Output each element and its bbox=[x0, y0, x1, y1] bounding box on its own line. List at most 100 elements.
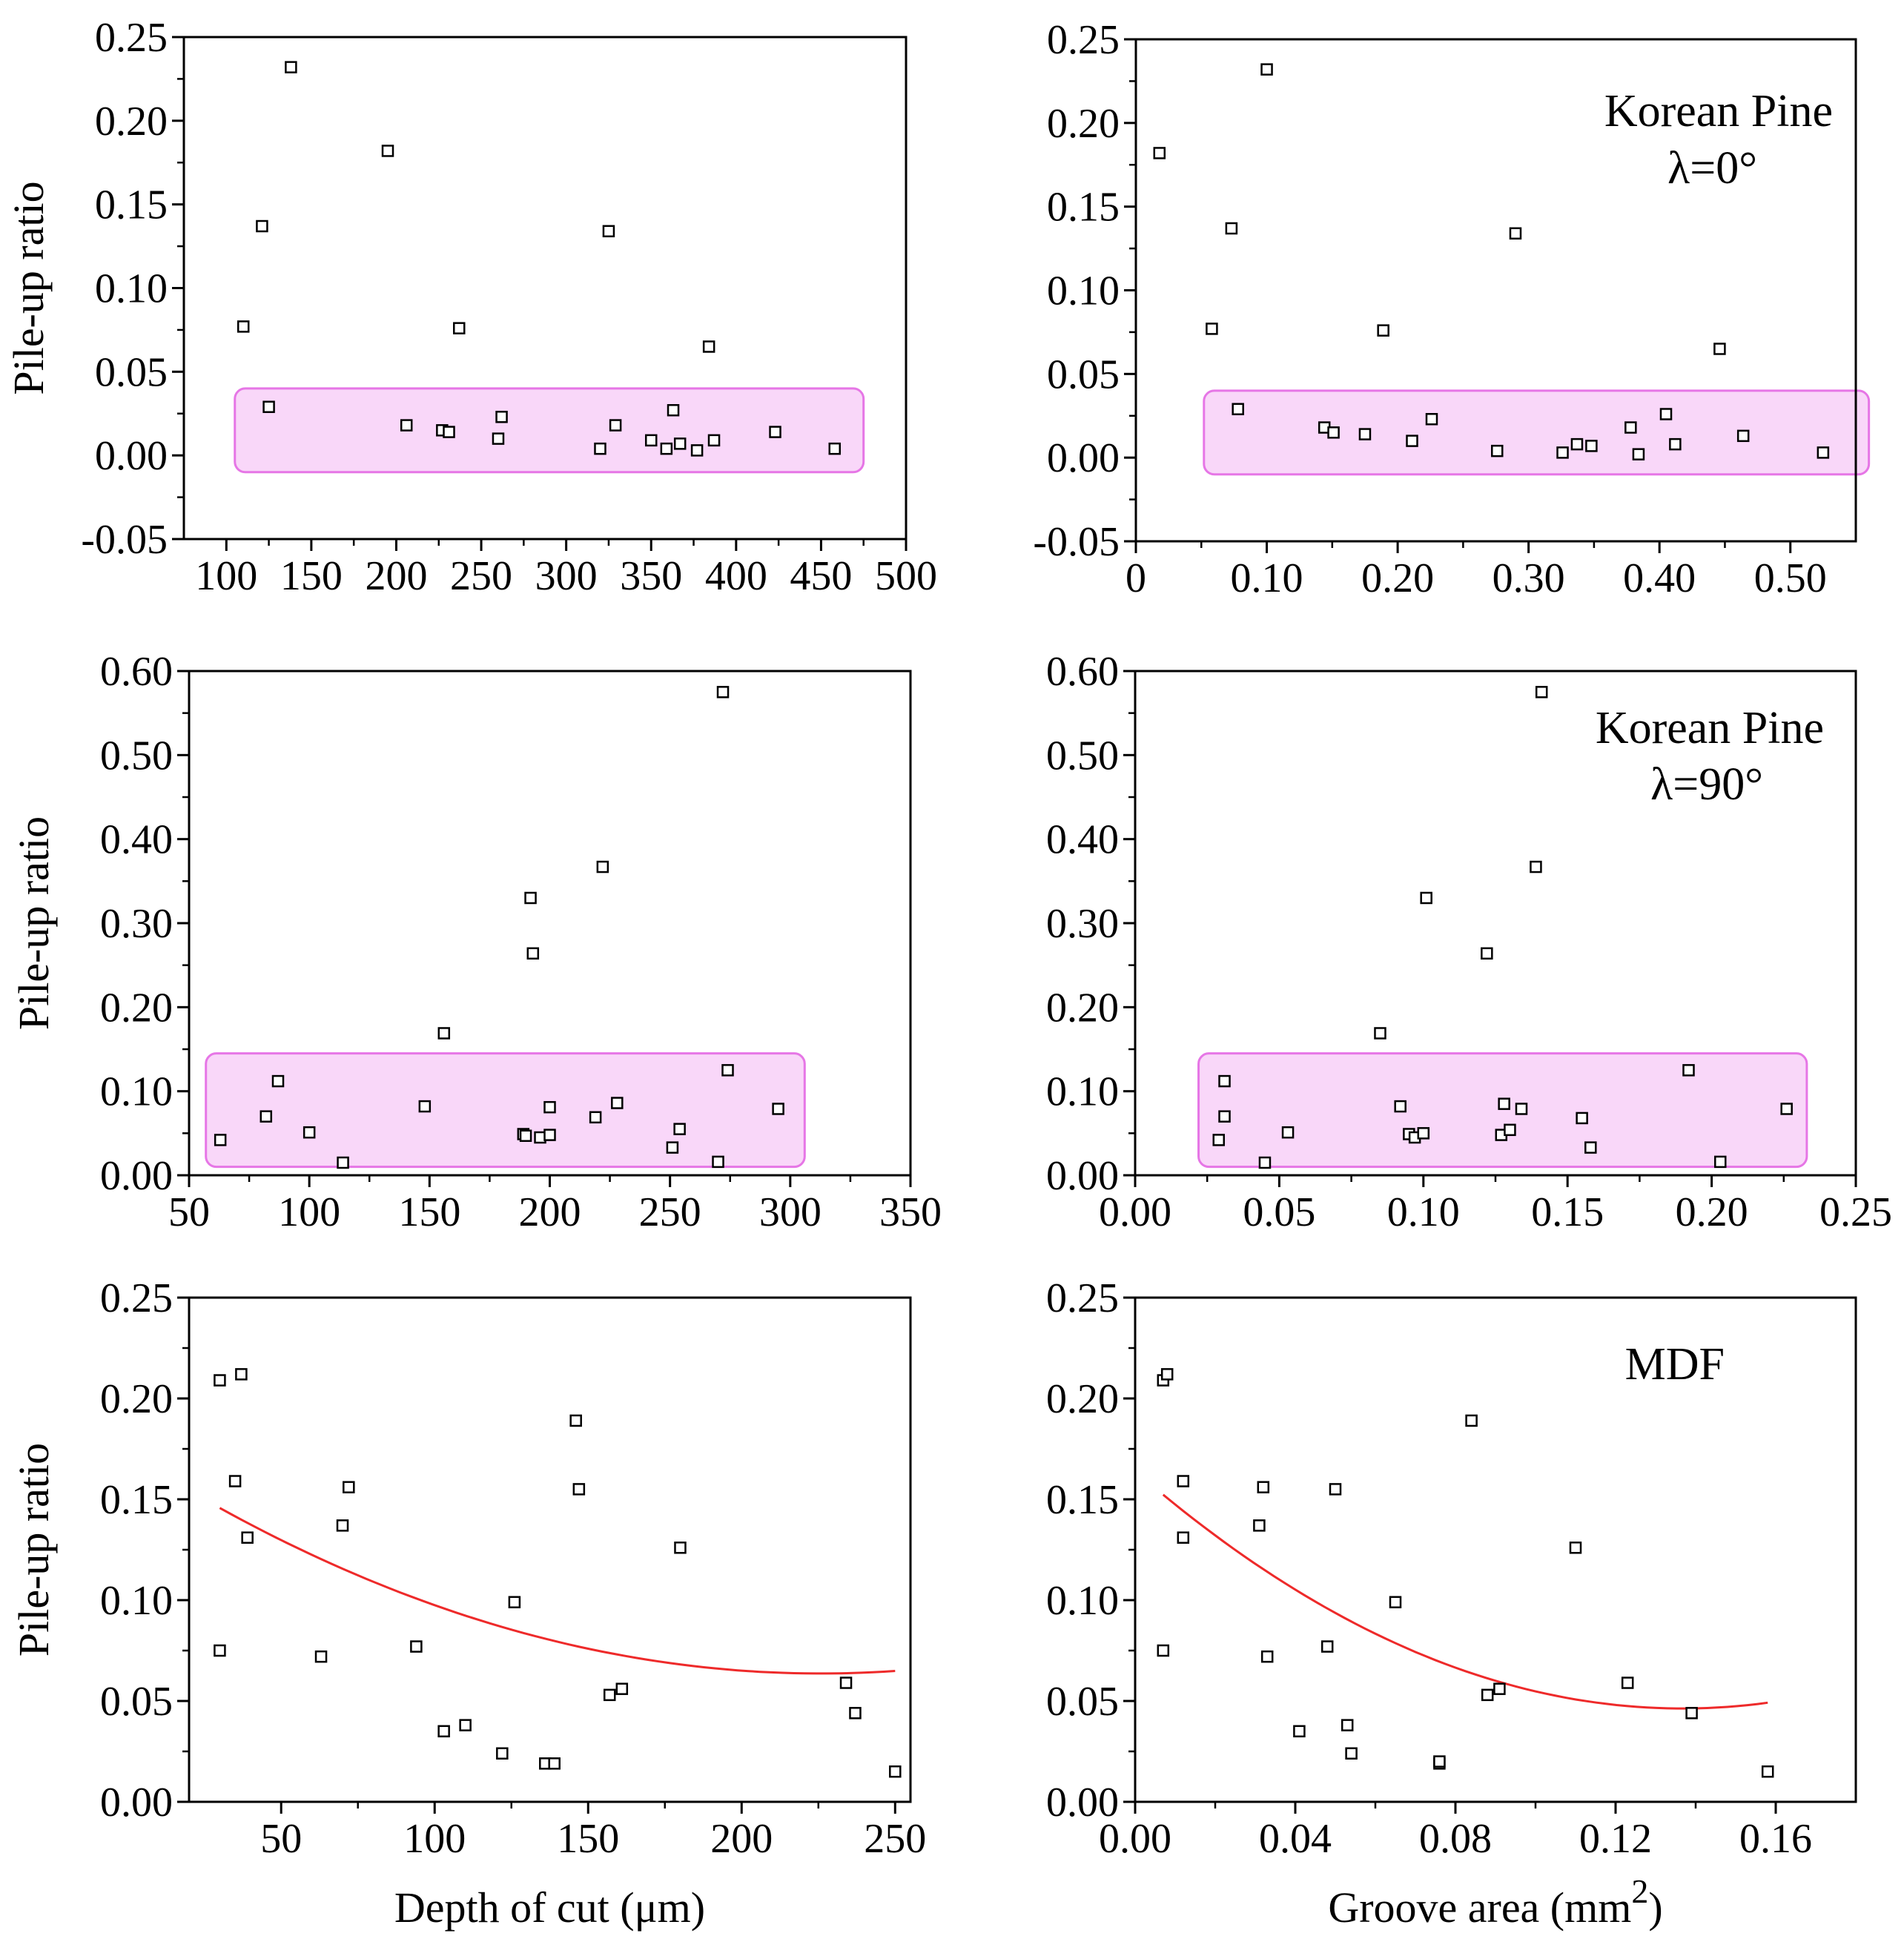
y-tick-label: 0.10 bbox=[1046, 1578, 1119, 1624]
data-point bbox=[1253, 1519, 1266, 1532]
x-tick-label: 150 bbox=[398, 1189, 460, 1235]
panel-annotation: MDF bbox=[1625, 1339, 1725, 1390]
y-tick-label: 0.00 bbox=[1046, 1153, 1119, 1199]
y-tick-label: 0.20 bbox=[100, 985, 173, 1031]
data-point bbox=[214, 1134, 227, 1146]
x-tick-label: 350 bbox=[620, 553, 682, 599]
data-point bbox=[1406, 435, 1418, 447]
data-point bbox=[1232, 403, 1244, 415]
data-point bbox=[459, 1719, 472, 1731]
y-tick-label: 0.00 bbox=[100, 1780, 173, 1826]
plot-frame bbox=[1134, 1296, 1857, 1803]
highlight-band bbox=[205, 1052, 806, 1169]
data-point bbox=[228, 1475, 242, 1487]
x-tick-label: 100 bbox=[278, 1189, 340, 1235]
data-point bbox=[543, 1129, 556, 1141]
data-point bbox=[260, 1110, 273, 1123]
y-tick-label: -0.05 bbox=[1033, 519, 1120, 565]
x-axis-label-superscript: 2 bbox=[1631, 1872, 1648, 1910]
y-tick-label: 0.15 bbox=[1047, 185, 1120, 231]
data-point bbox=[609, 419, 622, 432]
panel-p5: 50 100 150 200 250 0.00 0.05 0.10 0.15 0.20 0.25 Pi… bbox=[10, 1275, 926, 1932]
data-point bbox=[1817, 446, 1830, 459]
data-point bbox=[262, 400, 275, 413]
data-point bbox=[495, 411, 508, 423]
data-point bbox=[1206, 323, 1218, 335]
highlight-band bbox=[1203, 389, 1871, 476]
y-tick-label: 0.30 bbox=[1046, 901, 1119, 947]
panel-annotation: λ=0° bbox=[1667, 143, 1757, 194]
panel-p1: 100 150 200 250 300 350 400 450 500 -0.05 0.00 0.05… bbox=[4, 15, 937, 599]
data-point bbox=[1481, 947, 1493, 960]
x-tick-label: 250 bbox=[450, 553, 512, 599]
x-tick-label: 250 bbox=[864, 1816, 926, 1862]
data-point bbox=[690, 444, 704, 457]
data-point bbox=[214, 1374, 226, 1387]
data-point bbox=[1257, 1481, 1270, 1493]
y-tick-label: 0.05 bbox=[1046, 1679, 1119, 1725]
data-point bbox=[1218, 1074, 1231, 1088]
data-point bbox=[1576, 1111, 1588, 1125]
data-point bbox=[716, 686, 730, 698]
data-point bbox=[1417, 1127, 1430, 1140]
data-point bbox=[644, 434, 658, 447]
data-point bbox=[1515, 1103, 1528, 1115]
y-tick-label: 0.40 bbox=[1046, 817, 1119, 863]
data-point bbox=[1258, 1156, 1272, 1169]
x-tick-label: 0.20 bbox=[1361, 555, 1434, 601]
data-point bbox=[673, 437, 687, 450]
x-tick-label: 250 bbox=[639, 1189, 701, 1235]
data-point bbox=[1535, 686, 1548, 698]
y-tick-label: 0.10 bbox=[100, 1578, 173, 1624]
y-tick-label: 0.20 bbox=[100, 1376, 173, 1422]
data-point bbox=[1212, 1134, 1226, 1146]
data-point bbox=[1761, 1765, 1774, 1778]
y-tick-label: 0.60 bbox=[100, 649, 173, 695]
panel-p3: 50 100 150 200 250 300 350 0.00 0.10 0.20 0.30 0.40… bbox=[10, 649, 942, 1235]
x-tick-label: 200 bbox=[519, 1189, 581, 1235]
data-point bbox=[1585, 440, 1598, 452]
data-point bbox=[1433, 1755, 1446, 1768]
data-point bbox=[702, 340, 715, 353]
data-point bbox=[437, 1725, 450, 1738]
data-point bbox=[1389, 1596, 1402, 1608]
data-point bbox=[237, 320, 250, 333]
data-point bbox=[1394, 1100, 1406, 1113]
data-point bbox=[1624, 421, 1637, 434]
x-tick-label: 0 bbox=[1125, 555, 1146, 601]
x-tick-label: 0.50 bbox=[1754, 555, 1827, 601]
highlight-band bbox=[1197, 1052, 1808, 1169]
data-point bbox=[519, 1129, 532, 1142]
data-point bbox=[615, 1682, 629, 1695]
y-tick-label: 0.20 bbox=[1046, 1376, 1119, 1422]
data-point bbox=[1584, 1141, 1597, 1154]
data-point bbox=[839, 1677, 853, 1689]
y-tick-label: 0.15 bbox=[100, 1477, 173, 1523]
y-tick-label: 0.25 bbox=[95, 15, 168, 61]
data-point bbox=[660, 442, 673, 455]
panel-annotation: λ=90° bbox=[1650, 759, 1763, 810]
x-axis-label-text: Depth of cut (μm) bbox=[394, 1883, 705, 1932]
data-point bbox=[241, 1531, 254, 1544]
x-tick-label: 0.10 bbox=[1387, 1189, 1460, 1235]
y-tick-label: 0.30 bbox=[100, 901, 173, 947]
x-tick-label: 450 bbox=[790, 553, 852, 599]
data-point bbox=[271, 1074, 285, 1088]
data-point bbox=[602, 225, 615, 238]
data-point bbox=[400, 419, 413, 432]
data-point bbox=[1481, 1688, 1494, 1702]
panel-annotation: Korean Pine bbox=[1596, 703, 1824, 753]
data-point bbox=[589, 1111, 602, 1124]
data-point bbox=[1493, 1682, 1506, 1695]
x-tick-label: 0.12 bbox=[1579, 1816, 1652, 1862]
y-tick-label: 0.00 bbox=[1047, 435, 1120, 481]
data-point bbox=[1556, 446, 1569, 459]
data-point bbox=[1498, 1097, 1510, 1110]
data-point bbox=[674, 1542, 687, 1554]
x-tick-label: 150 bbox=[280, 553, 343, 599]
data-point bbox=[1327, 426, 1340, 439]
y-tick-label: -0.05 bbox=[81, 517, 168, 563]
x-tick-label: 0.15 bbox=[1531, 1189, 1604, 1235]
y-tick-label: 0.05 bbox=[95, 349, 168, 395]
data-point bbox=[569, 1414, 582, 1427]
